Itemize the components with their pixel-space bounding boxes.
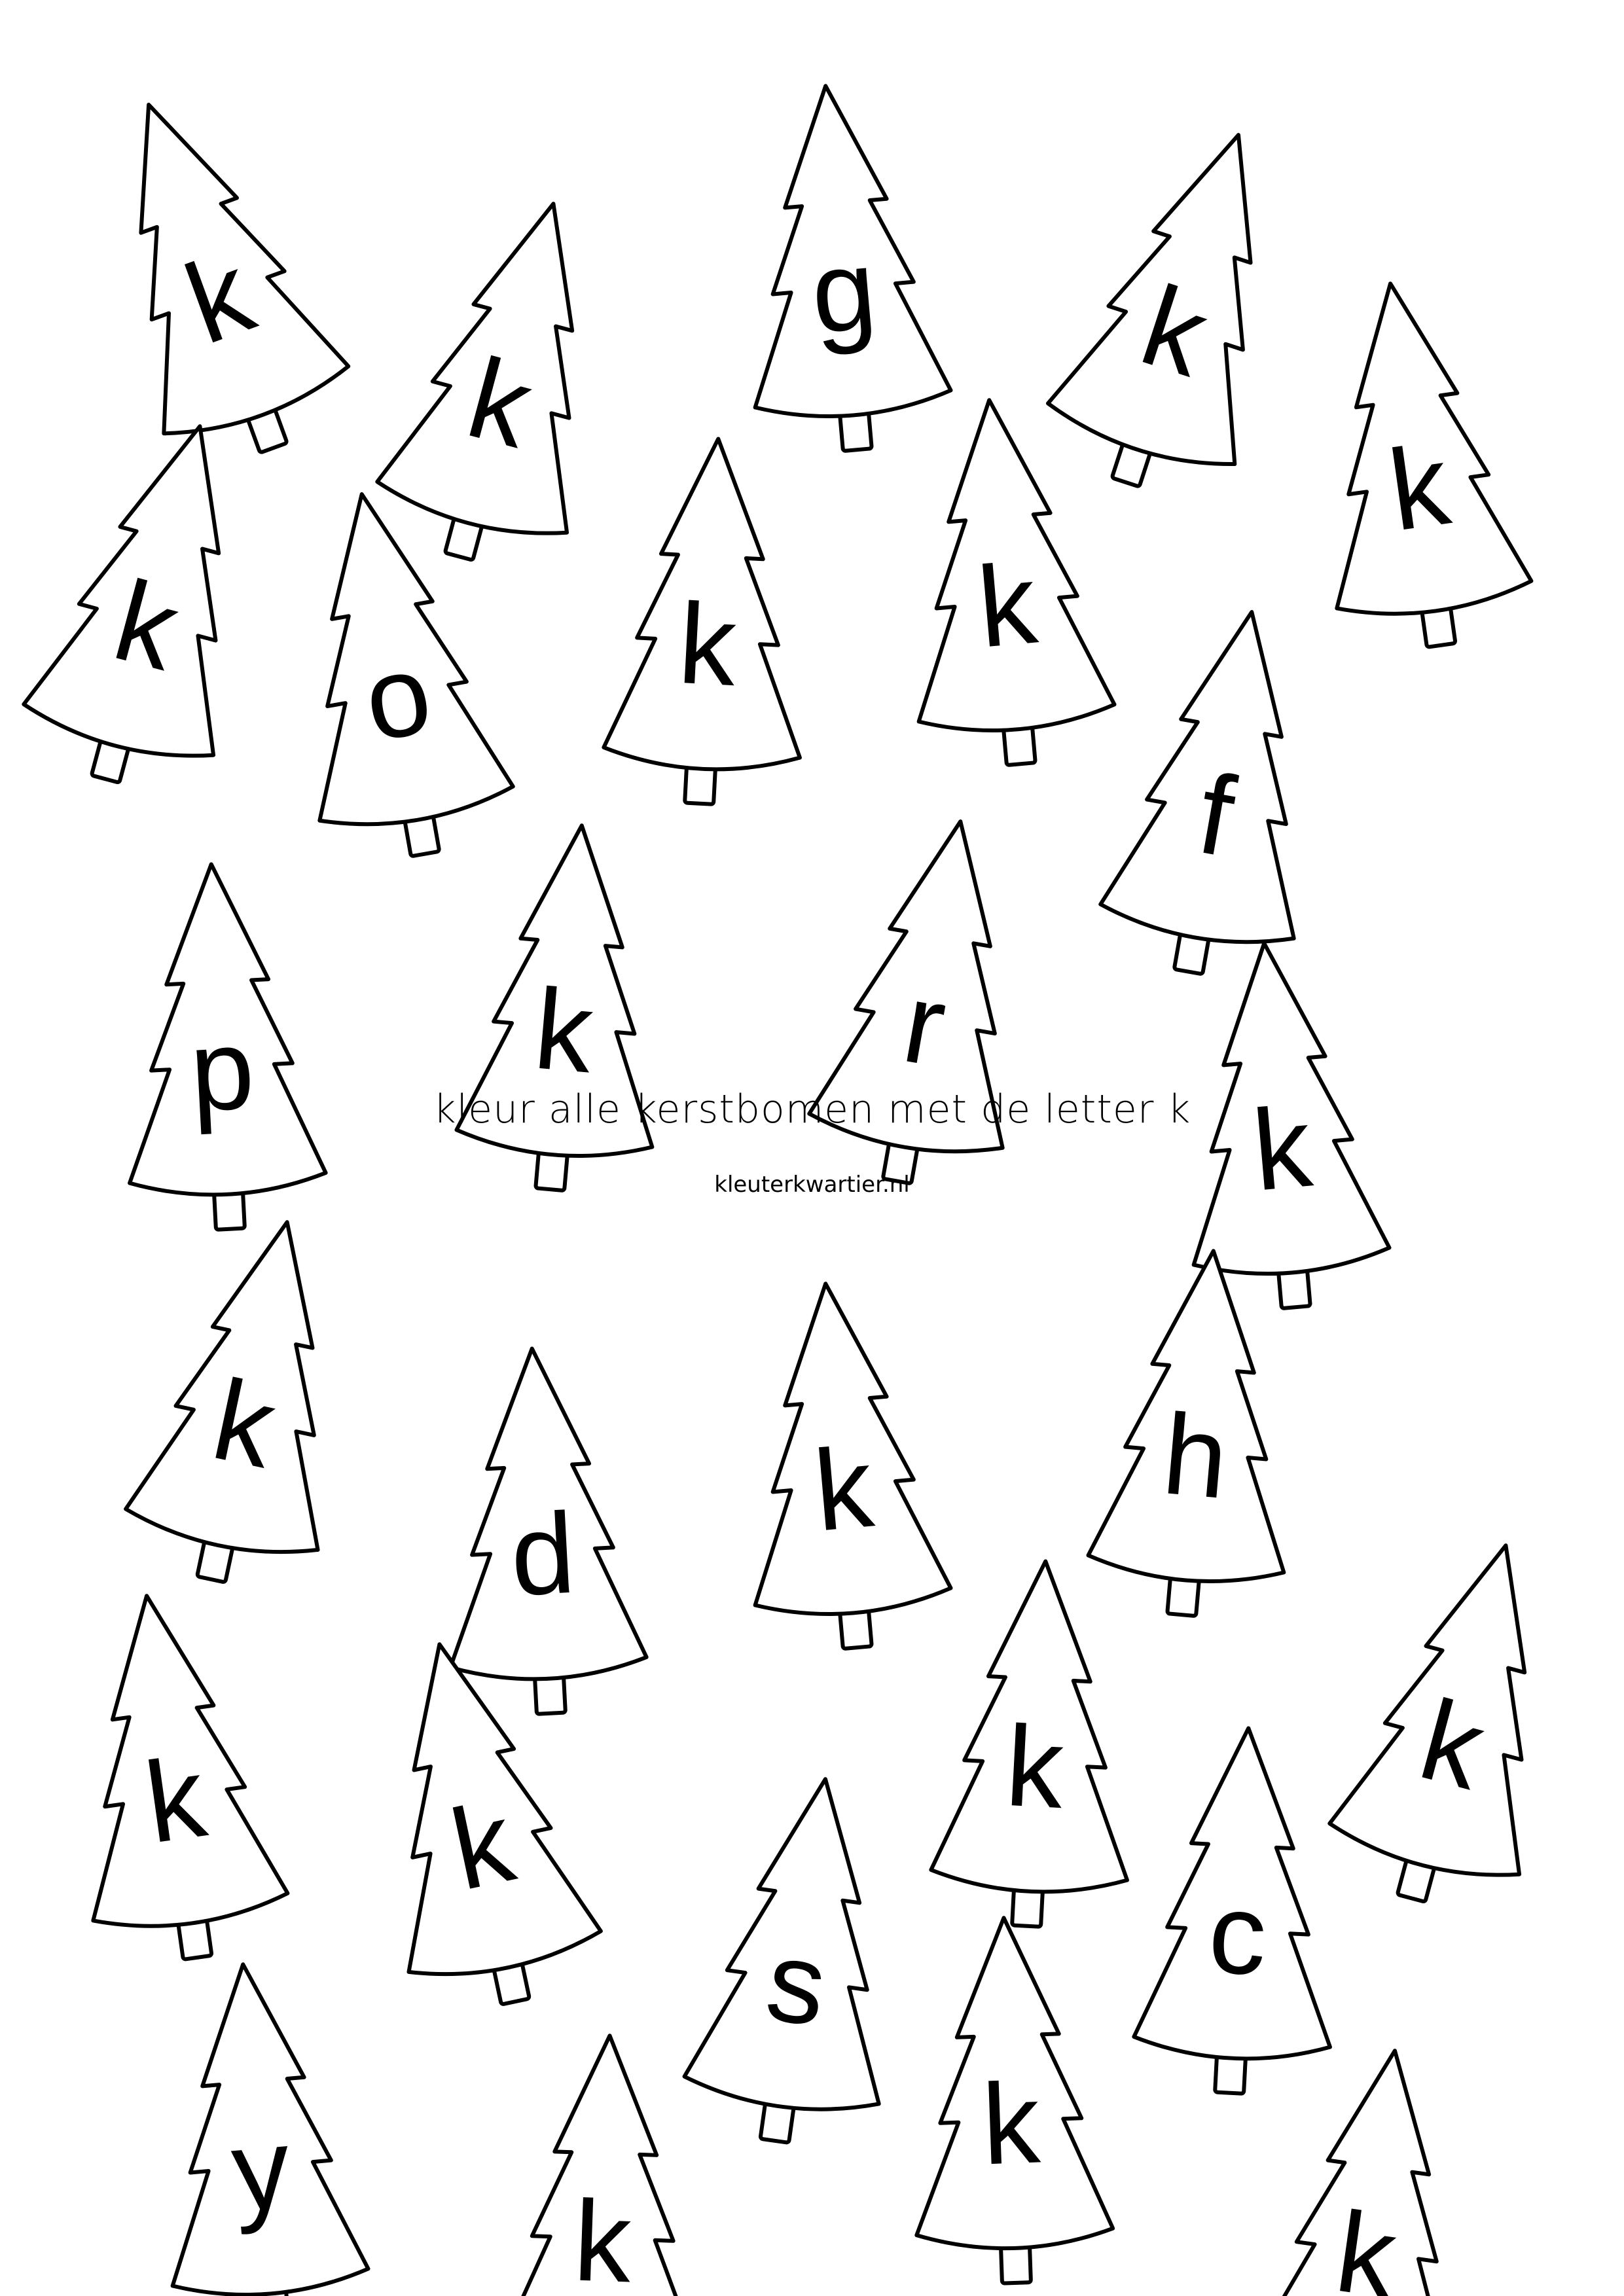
tree-letter: c [1206, 1869, 1270, 2000]
tree-2[interactable]: k [364, 178, 648, 582]
tree-14[interactable]: k [1166, 935, 1394, 1316]
tree-11[interactable]: p [113, 859, 329, 1234]
tree-28[interactable]: k [1247, 2037, 1492, 2296]
tree-letter: k [1003, 1702, 1067, 1833]
tree-17[interactable]: k [728, 1275, 955, 1656]
tree-7[interactable]: o [265, 477, 522, 871]
tree-5[interactable]: k [1293, 270, 1539, 658]
tree-23[interactable]: s [677, 1765, 923, 2154]
tree-6[interactable]: k [10, 401, 295, 804]
tree-26[interactable]: k [499, 2032, 708, 2296]
tree-12[interactable]: k [452, 817, 679, 1198]
tree-16[interactable]: d [434, 1344, 649, 1719]
tree-8[interactable]: k [601, 434, 816, 809]
tree-27[interactable]: k [906, 1914, 1115, 2286]
tree-letter: k [973, 540, 1042, 672]
tree-25[interactable]: y [145, 1956, 372, 2296]
tree-20[interactable]: k [50, 1582, 295, 1971]
tree-1[interactable]: k [56, 71, 366, 482]
tree-22[interactable]: k [928, 1556, 1144, 1931]
tree-4[interactable]: k [1032, 105, 1332, 512]
tree-15[interactable]: k [115, 1202, 383, 1600]
tree-letter: k [810, 1424, 878, 1556]
tree-18[interactable]: h [1084, 1242, 1311, 1623]
tree-3[interactable]: g [728, 77, 955, 458]
tree-24[interactable]: c [1131, 1723, 1346, 2098]
tree-19[interactable]: k [1316, 1520, 1600, 1924]
tree-letter: k [530, 965, 598, 1098]
tree-letter: g [806, 225, 881, 358]
tree-letter: k [571, 2178, 634, 2296]
tree-10[interactable]: f [1092, 595, 1348, 989]
tree-9[interactable]: k [892, 391, 1119, 772]
tree-letter: k [1248, 1083, 1317, 1215]
tree-letter: k [980, 2060, 1042, 2189]
tree-21[interactable]: k [344, 1624, 611, 2022]
tree-letter: h [1158, 1390, 1233, 1523]
source-credit: kleuterkwartier.nl [714, 1172, 910, 1198]
tree-13[interactable]: r [801, 804, 1057, 1198]
tree-letter: p [187, 1005, 257, 1136]
tree-letter: d [508, 1490, 578, 1621]
tree-letter: k [676, 580, 740, 710]
instruction-text: kleur alle kerstbomen met de letter k [433, 1086, 1191, 1132]
tree-letter: y [227, 2104, 296, 2236]
